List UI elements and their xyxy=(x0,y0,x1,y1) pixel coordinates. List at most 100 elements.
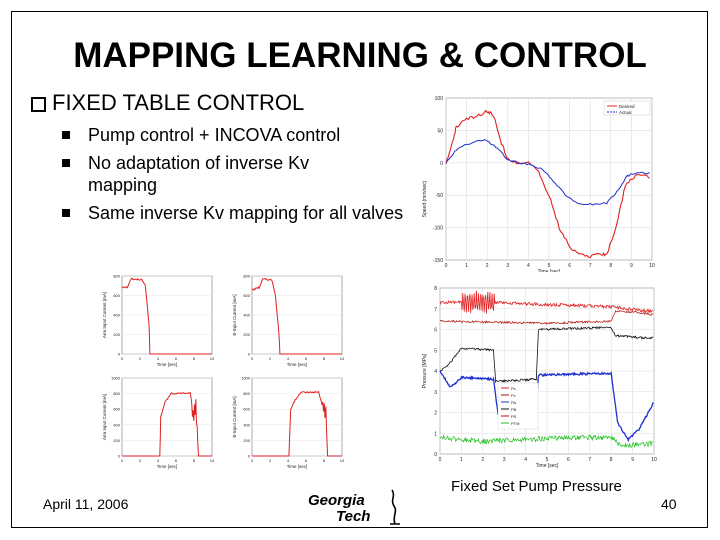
x-tick-label: 2 xyxy=(139,356,142,361)
y-tick-label: -50 xyxy=(436,193,443,199)
x-tick-label: 4 xyxy=(287,458,290,463)
x-tick-label: 0 xyxy=(251,458,254,463)
logo-line-2: Tech xyxy=(336,508,370,525)
footer-date: April 11, 2006 xyxy=(43,496,128,512)
legend-label: Actual xyxy=(619,110,632,115)
sub-bullet: Pump control + INCOVA control xyxy=(88,124,408,146)
y-axis-label: Arm Input Current [mA] xyxy=(102,292,107,338)
checkbox-bullet-icon xyxy=(31,97,46,112)
y-tick-label: 800 xyxy=(243,391,250,396)
current-chart: 800 600 400 200 00 2 4 6 8 10 Time [sec] B-Input Cu… xyxy=(226,270,346,370)
y-tick-label: 400 xyxy=(243,422,250,427)
y-tick-label: 4 xyxy=(434,369,437,375)
x-tick-label: 10 xyxy=(649,263,655,269)
y-axis-label: B-Input Current [mA] xyxy=(232,294,237,335)
y-tick-label: 8 xyxy=(434,286,437,292)
georgia-tech-logo: Georgia Tech xyxy=(300,488,410,528)
x-tick-label: 6 xyxy=(305,458,308,463)
x-tick-label: 8 xyxy=(193,458,196,463)
x-tick-label: 0 xyxy=(439,457,442,463)
y-tick-label: 600 xyxy=(243,293,250,298)
y-tick-label: 200 xyxy=(243,438,250,443)
x-tick-label: 10 xyxy=(210,356,215,361)
y-tick-label: 200 xyxy=(113,438,120,443)
legend-label: Pc xyxy=(511,393,516,398)
x-tick-label: 8 xyxy=(193,356,196,361)
x-tick-label: 1 xyxy=(465,263,468,269)
x-axis-label: Time [sec] xyxy=(287,362,308,367)
x-axis-label: Time [sec] xyxy=(287,464,308,469)
x-tick-label: 4 xyxy=(527,263,530,269)
y-tick-label: 1000 xyxy=(111,376,121,381)
x-tick-label: 3 xyxy=(506,263,509,269)
x-tick-label: 7 xyxy=(588,457,591,463)
y-axis-label: B-Input Current [mA] xyxy=(232,396,237,437)
y-tick-label: -100 xyxy=(433,226,443,232)
current-chart: 1000 800 600 400 200 00 2 4 6 8 10 Time [sec] B-Inpu… xyxy=(226,372,346,472)
current-chart: 100080060040020000 2 4 6 8 10Time [sec]Arm In… xyxy=(96,372,216,472)
y-tick-label: 400 xyxy=(113,313,120,318)
x-tick-label: 3 xyxy=(503,457,506,463)
y-tick-label: 600 xyxy=(113,293,120,298)
x-tick-label: 4 xyxy=(524,457,527,463)
main-bullet: FIXED TABLE CONTROL xyxy=(31,90,304,116)
x-tick-label: 2 xyxy=(481,457,484,463)
plot-area xyxy=(252,378,342,456)
y-tick-label: 1 xyxy=(434,431,437,437)
plot-area xyxy=(122,378,212,456)
x-tick-label: 2 xyxy=(486,263,489,269)
legend-label: PTM xyxy=(511,421,519,426)
pressure-chart: 8765432100 1 2 3 4 5 6 7 8 9 10Time [sec]Pressure … xyxy=(418,284,658,468)
legend-label: Desired xyxy=(619,104,635,109)
y-tick-label: 400 xyxy=(113,422,120,427)
x-tick-label: 0 xyxy=(251,356,254,361)
y-tick-label: 2 xyxy=(434,411,437,417)
x-axis-label: Time [sec] xyxy=(538,269,561,272)
y-axis-label: Arm Input Current [mA] xyxy=(102,394,107,440)
x-tick-label: 0 xyxy=(121,458,124,463)
y-tick-label: 800 xyxy=(113,391,120,396)
x-tick-label: 10 xyxy=(340,356,345,361)
y-tick-label: 600 xyxy=(243,407,250,412)
main-bullet-text: FIXED TABLE CONTROL xyxy=(52,90,304,116)
y-tick-label: 200 xyxy=(113,332,120,337)
y-tick-label: 800 xyxy=(243,274,250,279)
x-tick-label: 10 xyxy=(651,457,657,463)
sub-bullet-text: Same inverse Kv mapping for all valves xyxy=(88,203,403,223)
legend-label: PS xyxy=(511,414,517,419)
y-tick-label: 100 xyxy=(435,96,444,102)
sub-bullet-text: No adaptation of inverse Kv mapping xyxy=(88,153,309,195)
x-tick-label: 8 xyxy=(610,457,613,463)
x-tick-label: 6 xyxy=(175,458,178,463)
y-tick-label: 5 xyxy=(434,348,437,354)
legend-label: Ps xyxy=(511,386,516,391)
sub-bullet: No adaptation of inverse Kv mapping xyxy=(88,152,378,196)
speed-chart: 100500-50-100-1500 1 2 3 4 5 6 7 8 9 10Time [sec]S… xyxy=(418,92,658,272)
x-axis-label: Time [sec] xyxy=(157,464,178,469)
y-tick-label: 600 xyxy=(113,407,120,412)
y-axis-label: Speed (mm/sec) xyxy=(422,180,428,217)
y-tick-label: 1000 xyxy=(241,376,251,381)
logo-line-1: Georgia xyxy=(308,492,365,509)
y-tick-label: 0 xyxy=(440,161,443,167)
x-tick-label: 4 xyxy=(157,458,160,463)
sub-bullet: Same inverse Kv mapping for all valves xyxy=(88,202,408,224)
y-tick-label: -150 xyxy=(433,258,443,264)
x-tick-label: 4 xyxy=(287,356,290,361)
x-tick-label: 6 xyxy=(567,457,570,463)
y-tick-label: 7 xyxy=(434,307,437,313)
x-axis-label: Time [sec] xyxy=(157,362,178,367)
square-bullet-icon xyxy=(62,159,70,167)
x-tick-label: 0 xyxy=(445,263,448,269)
x-tick-label: 6 xyxy=(568,263,571,269)
square-bullet-icon xyxy=(62,131,70,139)
x-tick-label: 4 xyxy=(157,356,160,361)
y-tick-label: 200 xyxy=(243,332,250,337)
x-tick-label: 7 xyxy=(589,263,592,269)
y-tick-label: 6 xyxy=(434,328,437,334)
legend-label: PB xyxy=(511,407,517,412)
x-axis-label: Time [sec] xyxy=(536,463,559,468)
sub-bullet-text: Pump control + INCOVA control xyxy=(88,125,340,145)
x-tick-label: 2 xyxy=(269,356,272,361)
x-tick-label: 8 xyxy=(609,263,612,269)
